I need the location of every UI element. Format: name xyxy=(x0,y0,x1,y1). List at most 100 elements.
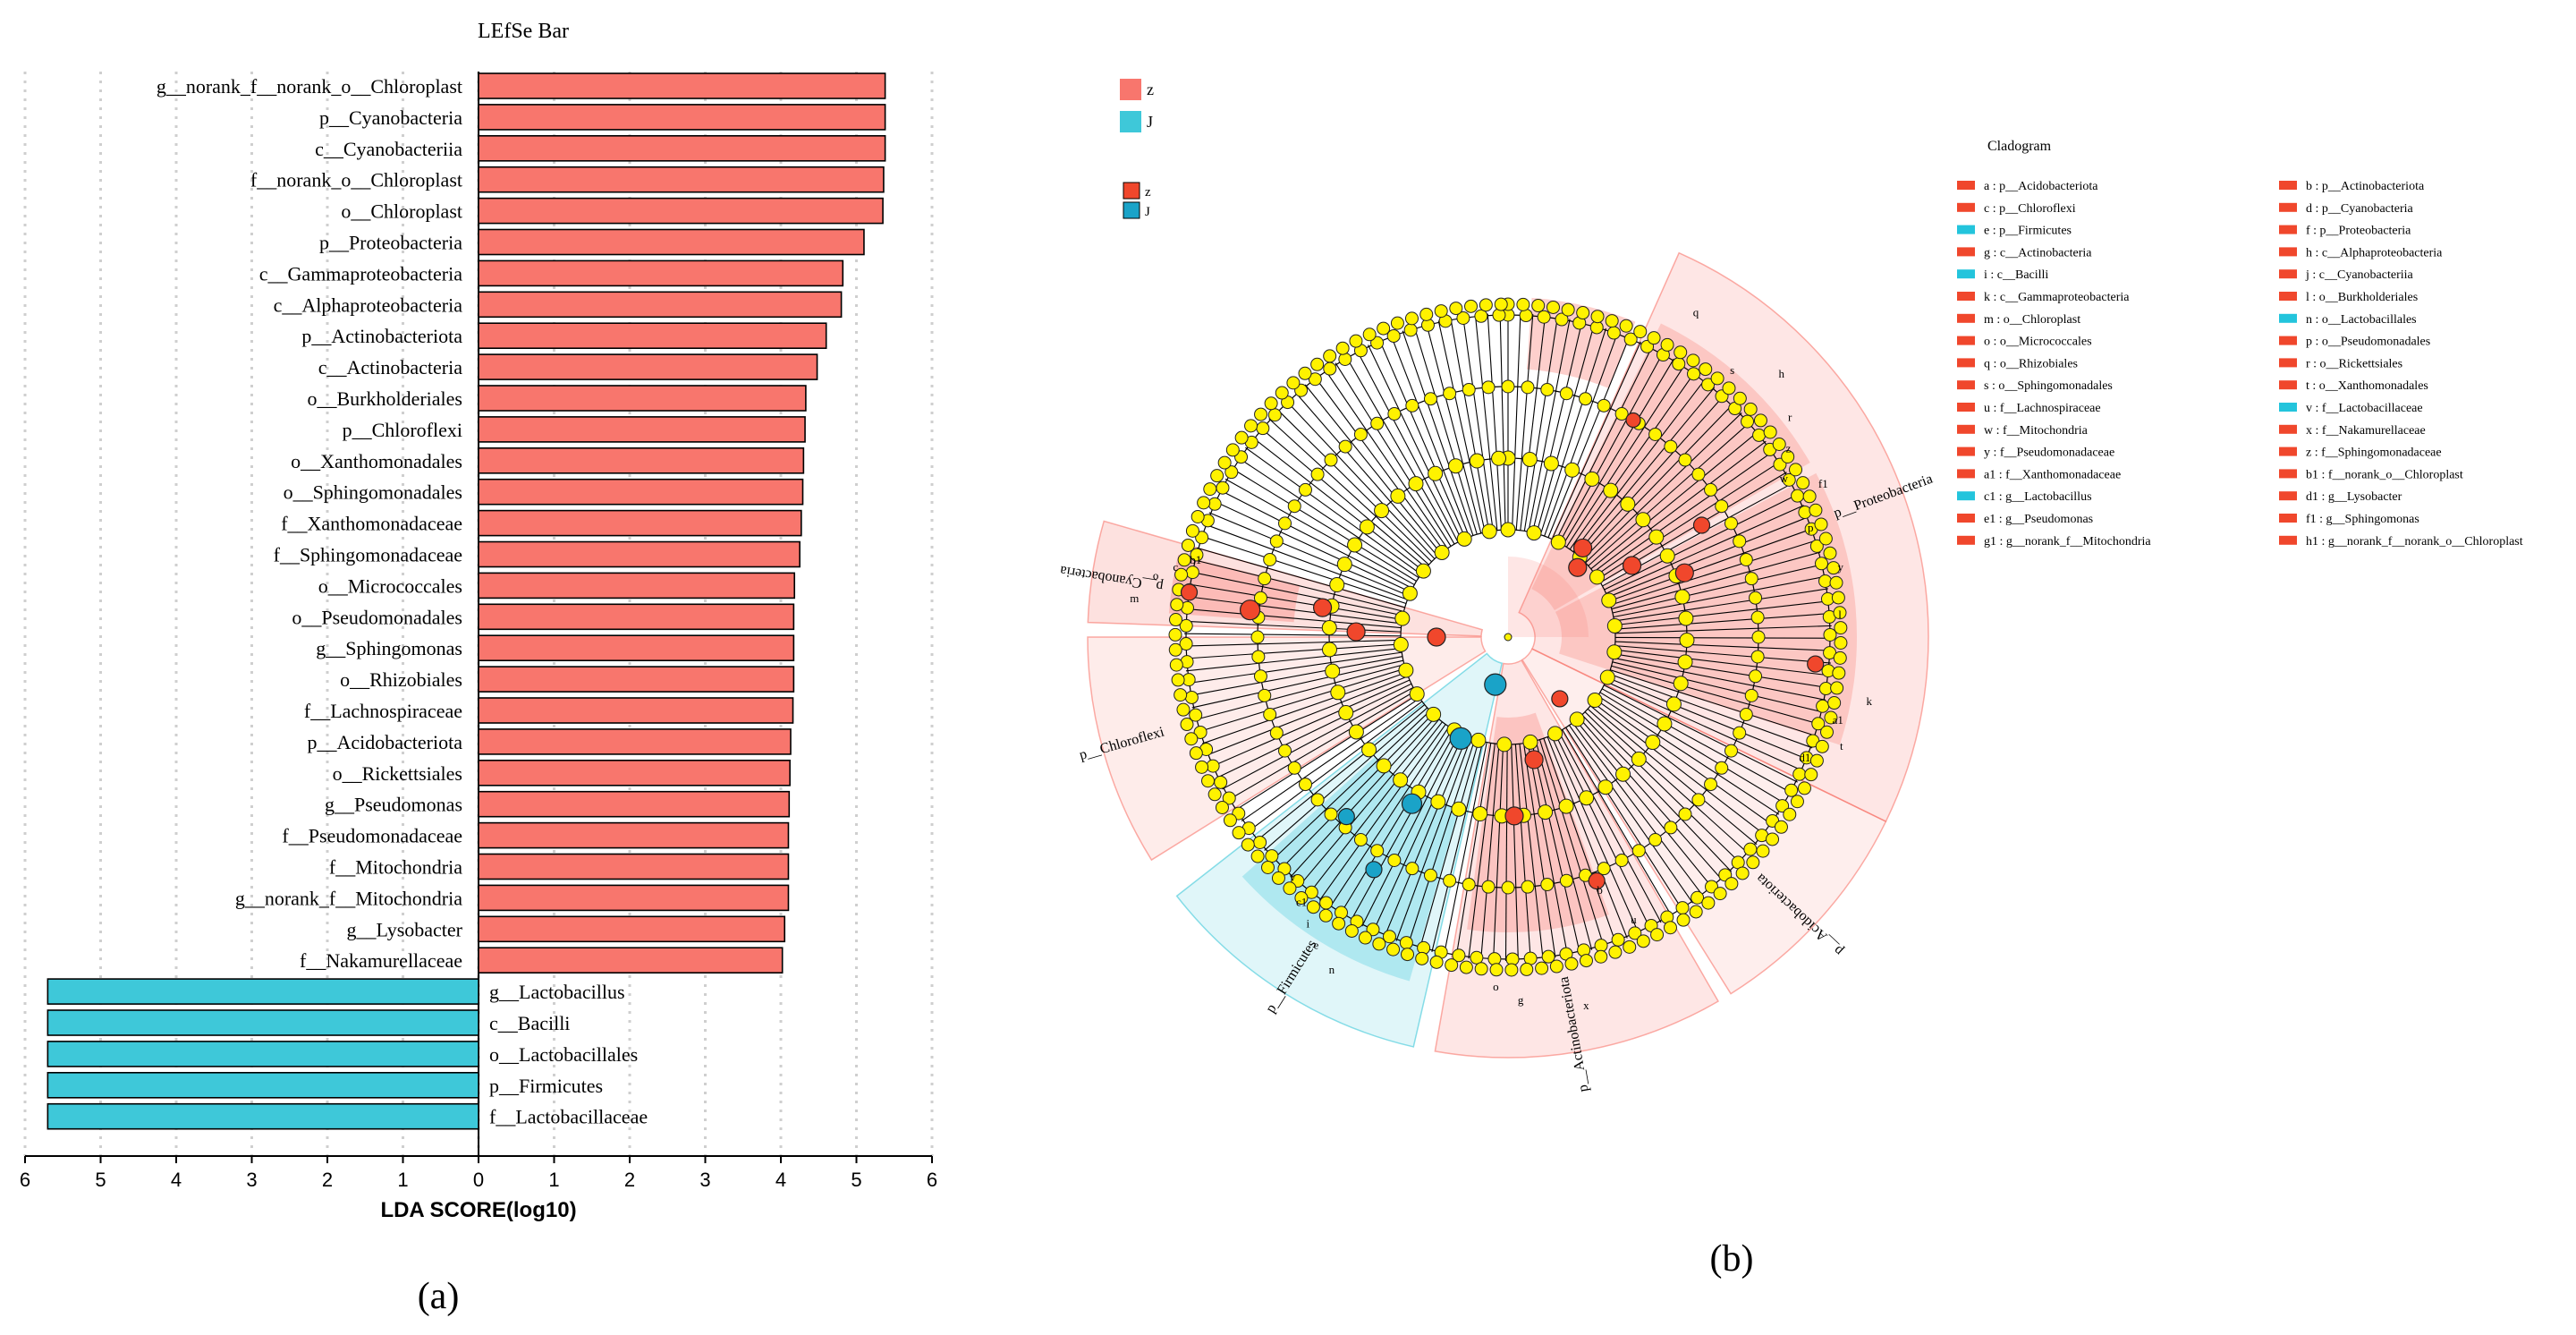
bar-label: f__Lactobacillaceae xyxy=(489,1106,648,1128)
branch-line xyxy=(1224,478,1415,585)
biomarker-node xyxy=(1588,872,1606,890)
taxon-node xyxy=(1601,592,1617,608)
branch-line xyxy=(1372,734,1464,932)
branch-line xyxy=(1193,559,1404,612)
taxon-node xyxy=(1611,932,1625,947)
taxon-node xyxy=(1549,959,1563,974)
bar xyxy=(478,197,884,225)
taxon-node xyxy=(1287,499,1301,514)
taxon-node xyxy=(1809,753,1824,768)
taxon-node xyxy=(1283,881,1297,896)
bar-label: g__norank_f__Mitochondria xyxy=(235,887,462,909)
taxon-node xyxy=(1743,402,1758,416)
biomarker-node xyxy=(1622,556,1642,575)
branch-line xyxy=(1252,437,1424,572)
taxon-node xyxy=(1481,523,1497,540)
taxa-legend: a : p__Acidobacteriota b : p__Actinobacte… xyxy=(1957,180,2523,548)
branch-line xyxy=(1614,649,1830,676)
taxon-node xyxy=(1710,371,1724,386)
branch-line xyxy=(1528,319,1571,532)
taxon-node xyxy=(1648,427,1663,441)
taxon-node xyxy=(1713,887,1727,901)
sector-letter: t xyxy=(1840,739,1843,753)
bar-label: g__Pseudomonas xyxy=(325,794,462,816)
legend-entry: c1 : g__Lactobacillus xyxy=(1984,490,2092,504)
taxon-node xyxy=(1677,654,1693,670)
taxon-node xyxy=(1489,963,1504,977)
taxon-node xyxy=(1678,453,1692,467)
branch-line xyxy=(1238,457,1419,579)
branch-line xyxy=(1581,404,1733,561)
branch-line xyxy=(1504,744,1508,961)
branch-line xyxy=(1562,729,1673,917)
taxon-node xyxy=(1310,793,1325,807)
taxon-node xyxy=(1804,768,1818,782)
branch-line xyxy=(1216,683,1412,779)
branch-line xyxy=(1531,321,1583,533)
branch-line xyxy=(1581,714,1733,872)
taxon-node xyxy=(1223,813,1237,828)
taxon-node xyxy=(1686,353,1700,368)
branch-line xyxy=(1569,371,1696,550)
taxon-node xyxy=(1620,496,1636,512)
sector-letter: w xyxy=(1780,472,1789,485)
taxon-node xyxy=(1448,458,1464,474)
legend-swatch xyxy=(2279,181,2297,190)
sector-letter: c xyxy=(1173,560,1178,574)
biomarker-node xyxy=(1674,563,1694,582)
taxon-node xyxy=(1332,916,1346,931)
bar-label: p__Acidobacteriota xyxy=(308,731,463,753)
taxon-node xyxy=(1816,699,1830,713)
taxon-node xyxy=(1184,732,1199,746)
taxon-node xyxy=(1701,896,1716,910)
legend-entry: b : p__Actinobacteriota xyxy=(2306,180,2425,193)
branch-line xyxy=(1565,365,1685,548)
branch-line xyxy=(1390,335,1470,538)
legend-entry: i : c__Bacilli xyxy=(1984,268,2048,282)
taxon-node xyxy=(1449,302,1463,316)
branch-line xyxy=(1264,707,1428,851)
taxon-node xyxy=(1809,503,1823,517)
bar-label: o__Chloroplast xyxy=(341,200,462,223)
legend-swatch xyxy=(1957,403,1975,412)
sector-letter: s xyxy=(1730,363,1734,377)
branch-line xyxy=(1592,702,1766,836)
legend-entry: r : o__Rickettsiales xyxy=(2306,357,2402,370)
bar-label: c__Actinobacteria xyxy=(318,356,462,378)
branch-line xyxy=(1536,324,1595,534)
legend-swatch xyxy=(1957,446,1975,456)
taxon-node xyxy=(1814,557,1828,571)
bar xyxy=(478,322,827,350)
branch-line xyxy=(1384,736,1468,937)
lefse-bar-chart: LEfSe Bar g__norank_f__norank_o__Chlorop… xyxy=(20,20,937,1317)
branch-line xyxy=(1299,719,1440,886)
branch-line xyxy=(1511,744,1519,961)
taxon-node xyxy=(1234,430,1249,445)
taxon-node xyxy=(1579,954,1593,968)
taxon-node xyxy=(1559,387,1573,401)
taxon-node xyxy=(1451,801,1467,817)
sector-letter: n xyxy=(1329,963,1335,976)
sector-letter: z xyxy=(1785,442,1791,455)
legend-entry: h1 : g__norank_f__norank_o__Chloroplast xyxy=(2306,535,2523,548)
branch-line xyxy=(1329,726,1450,908)
legend-swatch xyxy=(2279,424,2297,434)
legend-entry: n : o__Lactobacillales xyxy=(2306,313,2417,327)
bar xyxy=(47,1009,479,1036)
taxon-node xyxy=(1423,392,1437,406)
bar-labels-group: g__norank_f__norank_o__Chloroplast p__Cya… xyxy=(157,75,648,1128)
legend-swatch xyxy=(1120,111,1141,132)
taxon-node xyxy=(1423,868,1437,882)
branch-line xyxy=(1462,316,1494,531)
taxon-node xyxy=(1387,853,1402,867)
sector-letter: q xyxy=(1693,305,1699,319)
legend-swatch xyxy=(1957,181,1975,190)
sector-letter: v xyxy=(1290,871,1296,884)
sector-letter: m xyxy=(1130,591,1139,605)
taxon-node xyxy=(1264,396,1278,411)
bar-label: o__Burkholderiales xyxy=(307,387,462,410)
legend-swatch xyxy=(1957,514,1975,523)
taxon-node xyxy=(1377,321,1391,336)
taxon-node xyxy=(1366,923,1380,937)
taxon-node xyxy=(1635,512,1651,528)
